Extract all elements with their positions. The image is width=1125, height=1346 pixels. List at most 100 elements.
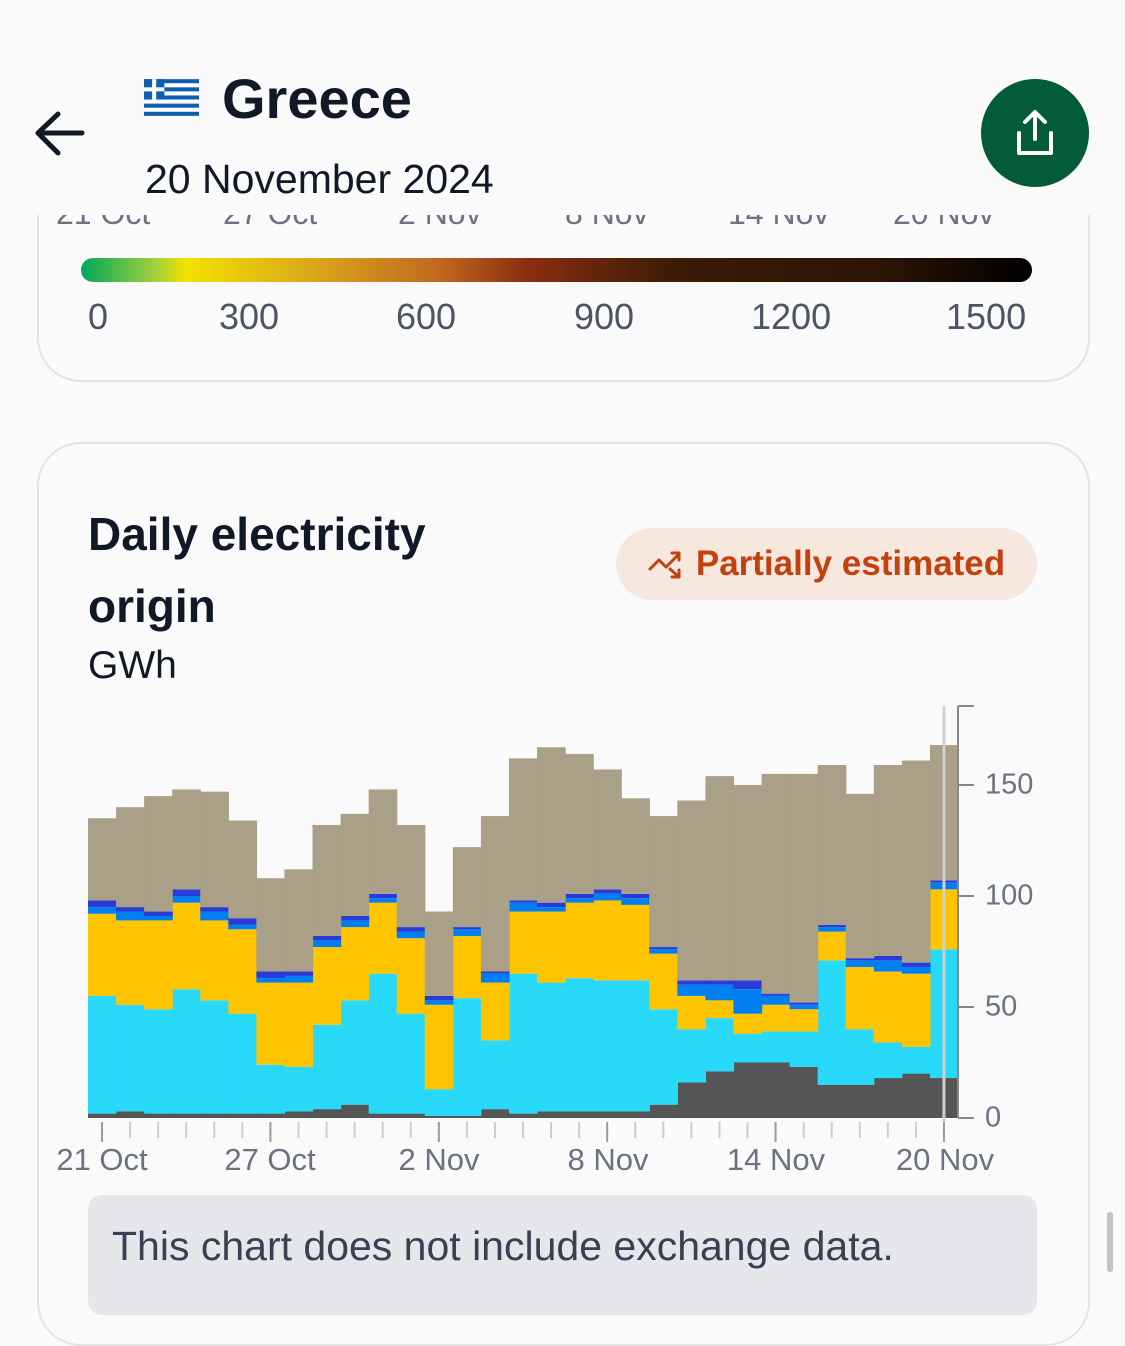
bar-segment-0[interactable]	[284, 1111, 314, 1118]
bar-segment-4[interactable]	[396, 927, 426, 932]
bar-segment-5[interactable]	[452, 847, 482, 928]
bar-segment-4[interactable]	[312, 935, 342, 941]
bar-segment-4[interactable]	[340, 915, 370, 921]
bar-segment-4[interactable]	[733, 980, 763, 990]
bar-segment-0[interactable]	[88, 1113, 117, 1118]
bar-segment-1[interactable]	[340, 1000, 370, 1105]
bar-segment-2[interactable]	[116, 920, 145, 1005]
bar-segment-3[interactable]	[480, 973, 510, 983]
bar-segment-1[interactable]	[200, 1000, 229, 1114]
bar-segment-0[interactable]	[340, 1104, 370, 1118]
bar-segment-1[interactable]	[116, 1004, 145, 1112]
bar-segment-2[interactable]	[88, 913, 117, 996]
bar-segment-2[interactable]	[340, 927, 370, 1001]
bar-segment-1[interactable]	[901, 1046, 931, 1074]
bar-segment-1[interactable]	[873, 1042, 903, 1079]
bar-segment-4[interactable]	[368, 893, 398, 899]
bar-segment-1[interactable]	[565, 978, 594, 1112]
bar-segment-2[interactable]	[705, 1000, 735, 1019]
bar-segment-2[interactable]	[172, 902, 201, 990]
bar-segment-1[interactable]	[761, 1031, 791, 1063]
bar-segment-4[interactable]	[621, 893, 650, 899]
bar-segment-0[interactable]	[649, 1104, 678, 1118]
bar-segment-5[interactable]	[312, 824, 342, 936]
bar-segment-2[interactable]	[873, 971, 903, 1043]
bar-segment-4[interactable]	[901, 962, 931, 968]
bar-segment-5[interactable]	[677, 800, 707, 981]
bar-segment-5[interactable]	[537, 747, 566, 903]
origin-chart[interactable]	[0, 0, 1125, 1268]
bar-segment-5[interactable]	[172, 789, 201, 890]
bar-segment-2[interactable]	[621, 904, 650, 981]
bar-segment-1[interactable]	[396, 1013, 426, 1114]
bar-segment-3[interactable]	[593, 893, 622, 901]
bar-segment-5[interactable]	[649, 816, 678, 948]
bar-segment-5[interactable]	[284, 869, 314, 972]
bar-segment-3[interactable]	[649, 949, 678, 954]
bar-segment-4[interactable]	[424, 995, 454, 1001]
bar-segment-1[interactable]	[677, 1029, 707, 1083]
bar-segment-5[interactable]	[340, 813, 370, 916]
bar-segment-1[interactable]	[284, 1066, 314, 1112]
bar-segment-0[interactable]	[817, 1084, 847, 1118]
share-button[interactable]	[981, 79, 1089, 187]
bar-segment-1[interactable]	[88, 995, 117, 1114]
bar-segment-0[interactable]	[480, 1109, 510, 1118]
bar-segment-5[interactable]	[396, 824, 426, 928]
bar-segment-4[interactable]	[228, 918, 257, 925]
bar-segment-1[interactable]	[480, 1040, 510, 1110]
bar-segment-5[interactable]	[368, 789, 398, 894]
bar-segment-3[interactable]	[144, 915, 173, 921]
bar-segment-2[interactable]	[424, 1004, 454, 1090]
bar-segment-5[interactable]	[424, 911, 454, 996]
bar-segment-0[interactable]	[452, 1115, 482, 1118]
bar-segment-3[interactable]	[312, 940, 342, 948]
bar-segment-1[interactable]	[733, 1033, 763, 1063]
bar-segment-2[interactable]	[593, 900, 622, 981]
bar-segment-5[interactable]	[705, 776, 735, 981]
bar-segment-4[interactable]	[452, 927, 482, 930]
bar-segment-4[interactable]	[144, 911, 173, 916]
bar-segment-3[interactable]	[116, 911, 145, 921]
bar-segment-5[interactable]	[116, 807, 145, 908]
bar-segment-0[interactable]	[789, 1066, 819, 1118]
bar-segment-0[interactable]	[761, 1062, 791, 1119]
bar-segment-1[interactable]	[312, 1024, 342, 1110]
bar-segment-1[interactable]	[817, 960, 847, 1085]
bar-segment-3[interactable]	[228, 924, 257, 930]
bar-segment-0[interactable]	[312, 1109, 342, 1118]
bar-segment-5[interactable]	[789, 773, 819, 1003]
bar-segment-4[interactable]	[761, 993, 791, 996]
bar-segment-1[interactable]	[368, 973, 398, 1114]
bar-segment-3[interactable]	[873, 960, 903, 972]
bar-segment-0[interactable]	[228, 1113, 257, 1118]
bar-segment-3[interactable]	[200, 911, 229, 921]
bar-segment-3[interactable]	[396, 931, 426, 939]
bar-segment-5[interactable]	[256, 878, 286, 972]
bar-segment-5[interactable]	[565, 753, 594, 894]
bar-segment-2[interactable]	[649, 953, 678, 1010]
bar-segment-0[interactable]	[368, 1113, 398, 1118]
bar-segment-2[interactable]	[312, 947, 342, 1025]
bar-segment-2[interactable]	[284, 982, 314, 1067]
bar-segment-0[interactable]	[396, 1113, 426, 1118]
bar-segment-5[interactable]	[817, 765, 847, 925]
bar-segment-0[interactable]	[144, 1113, 173, 1118]
bar-segment-3[interactable]	[677, 984, 707, 996]
bar-segment-1[interactable]	[256, 1064, 286, 1114]
bar-segment-4[interactable]	[88, 900, 117, 908]
bar-segment-2[interactable]	[761, 1004, 791, 1032]
bar-segment-0[interactable]	[200, 1113, 229, 1118]
partially-estimated-badge[interactable]: Partially estimated	[616, 528, 1037, 600]
bar-segment-1[interactable]	[789, 1031, 819, 1067]
bar-segment-5[interactable]	[761, 773, 791, 994]
bar-segment-0[interactable]	[172, 1113, 201, 1118]
bar-segment-0[interactable]	[705, 1071, 735, 1118]
bar-segment-5[interactable]	[508, 758, 538, 901]
bar-segment-0[interactable]	[424, 1115, 454, 1118]
bar-segment-3[interactable]	[621, 898, 650, 905]
bar-segment-2[interactable]	[144, 920, 173, 1010]
bar-segment-5[interactable]	[228, 820, 257, 919]
bar-segment-2[interactable]	[845, 967, 875, 1030]
bar-segment-4[interactable]	[116, 907, 145, 912]
